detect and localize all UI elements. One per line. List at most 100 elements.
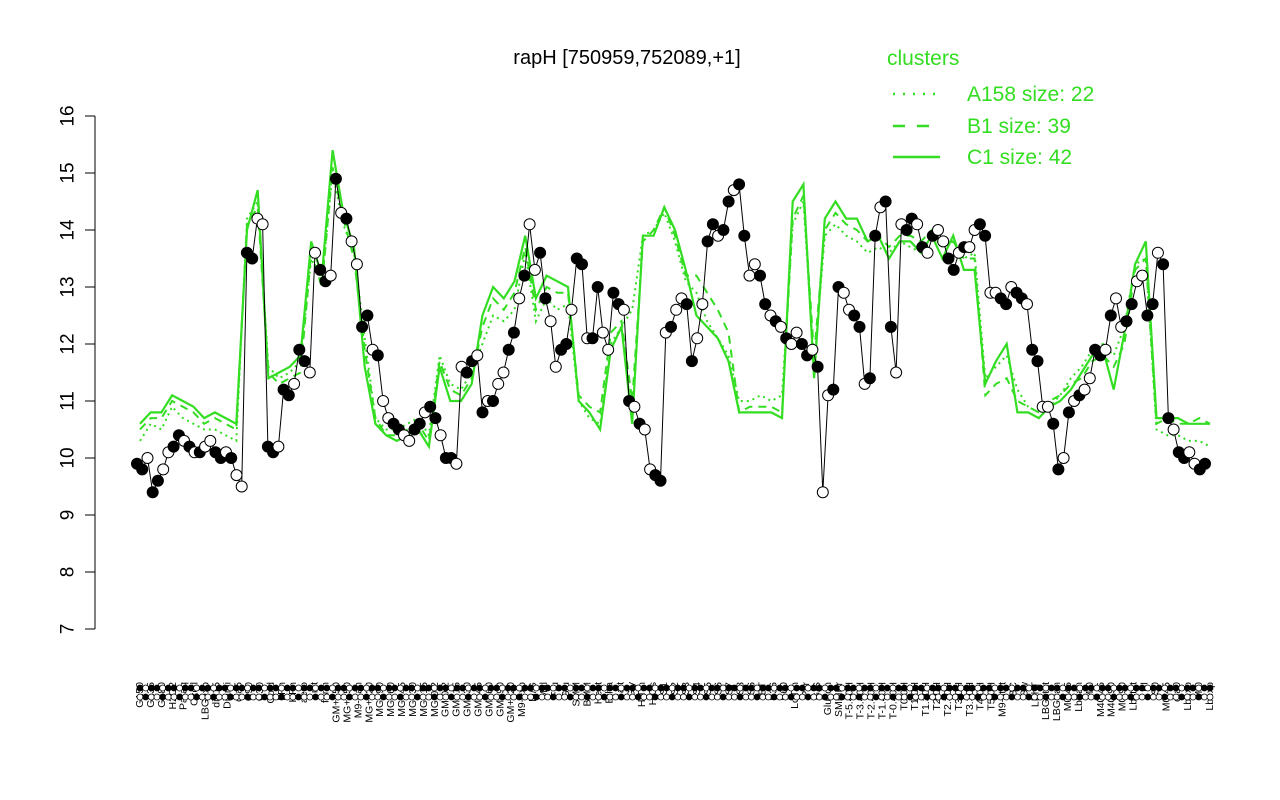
data-point bbox=[1157, 258, 1170, 271]
rug-marker bbox=[153, 684, 161, 692]
rug-marker bbox=[889, 684, 897, 692]
rug-marker bbox=[470, 693, 478, 701]
data-point bbox=[560, 338, 573, 350]
rug-marker bbox=[1059, 693, 1067, 701]
rug-marker bbox=[691, 693, 699, 701]
rug-marker bbox=[708, 684, 716, 692]
rug-marker bbox=[538, 684, 546, 692]
legend: clusters A158 size: 22 B1 size: 39 C1 si… bbox=[887, 47, 1094, 169]
data-point bbox=[785, 338, 798, 350]
rug-marker bbox=[430, 684, 438, 692]
rug-marker bbox=[985, 693, 993, 701]
rug-marker bbox=[1025, 684, 1033, 692]
rug-marker bbox=[532, 684, 540, 692]
x-tick-label: T-1.40H bbox=[876, 682, 888, 719]
data-point bbox=[816, 486, 829, 499]
rug-marker bbox=[312, 693, 319, 701]
data-point bbox=[1151, 246, 1164, 259]
rug-marker bbox=[1019, 693, 1027, 701]
rug-marker bbox=[397, 684, 404, 692]
rug-marker bbox=[266, 684, 274, 692]
rug-marker bbox=[1155, 684, 1163, 692]
data-point bbox=[324, 269, 337, 282]
rug-marker bbox=[425, 684, 433, 692]
rug-marker bbox=[1093, 693, 1101, 701]
rug-marker bbox=[566, 684, 574, 692]
rug-marker bbox=[397, 693, 404, 701]
rug-marker bbox=[272, 684, 280, 692]
data-point bbox=[523, 218, 536, 231]
rug-marker bbox=[946, 693, 953, 701]
rug-marker bbox=[674, 693, 682, 701]
rug-marker bbox=[861, 684, 869, 692]
rug-marker bbox=[487, 684, 495, 692]
data-point bbox=[1052, 463, 1065, 476]
rug-marker bbox=[1093, 684, 1101, 692]
data-point bbox=[1057, 452, 1070, 464]
rug-marker bbox=[453, 684, 461, 692]
rug-marker bbox=[187, 684, 195, 692]
rug-marker bbox=[968, 693, 976, 701]
data-point bbox=[654, 474, 667, 487]
rug-marker bbox=[900, 684, 908, 692]
rug-marker bbox=[1144, 684, 1152, 692]
rug-marker bbox=[436, 684, 444, 692]
rug-marker bbox=[980, 693, 987, 701]
y-tick-label: 7 bbox=[58, 624, 79, 635]
rug-marker bbox=[164, 693, 172, 701]
rug-marker bbox=[357, 684, 365, 692]
rug-marker bbox=[849, 693, 857, 701]
rug-marker bbox=[748, 693, 755, 701]
data-point bbox=[670, 303, 683, 316]
rug-marker bbox=[261, 693, 268, 701]
data-point bbox=[141, 452, 154, 464]
rug-marker bbox=[323, 693, 331, 701]
rug-marker bbox=[657, 684, 665, 692]
rug-marker bbox=[861, 693, 869, 701]
rug-marker bbox=[1059, 684, 1067, 692]
rug-marker bbox=[340, 684, 348, 692]
rug-marker bbox=[736, 684, 744, 692]
rug-marker bbox=[940, 693, 948, 701]
x-tick-label: T-0.40H bbox=[887, 682, 899, 719]
x-tick-label: T-3.40H bbox=[855, 682, 867, 719]
data-point bbox=[795, 338, 808, 350]
rug-marker bbox=[476, 693, 484, 701]
rug-marker bbox=[193, 684, 201, 692]
rug-marker bbox=[414, 684, 421, 692]
data-point bbox=[340, 212, 353, 225]
data-point bbox=[638, 423, 651, 436]
legend-entry-c1: C1 size: 42 bbox=[967, 146, 1072, 169]
y-tick-label: 14 bbox=[58, 219, 79, 241]
rug-marker bbox=[391, 693, 399, 701]
data-point bbox=[487, 395, 499, 407]
rug-marker bbox=[1161, 693, 1169, 701]
data-point bbox=[303, 366, 316, 379]
data-point bbox=[1026, 343, 1039, 356]
rug-marker bbox=[1099, 693, 1106, 701]
rug-marker bbox=[255, 693, 263, 701]
data-point bbox=[518, 269, 531, 282]
data-point bbox=[167, 440, 180, 453]
rug-marker bbox=[340, 693, 348, 701]
rug-marker bbox=[849, 684, 857, 692]
rug-marker bbox=[714, 693, 721, 701]
rug-marker bbox=[227, 684, 234, 692]
rug-marker bbox=[204, 693, 212, 701]
rug-marker bbox=[453, 693, 461, 701]
rug-marker bbox=[651, 693, 659, 701]
data-point bbox=[607, 286, 620, 299]
legend-entry-b1: B1 size: 39 bbox=[967, 115, 1071, 138]
data-points bbox=[131, 172, 1211, 499]
rug-marker bbox=[612, 693, 619, 701]
rug-marker bbox=[176, 693, 184, 701]
rug-marker bbox=[589, 693, 597, 701]
rug-marker bbox=[193, 693, 201, 701]
rug-marker bbox=[866, 684, 874, 692]
rug-marker bbox=[459, 693, 467, 701]
data-point bbox=[146, 486, 159, 499]
rug-marker bbox=[617, 684, 625, 692]
rug-marker bbox=[510, 693, 518, 701]
rug-marker bbox=[917, 684, 925, 692]
